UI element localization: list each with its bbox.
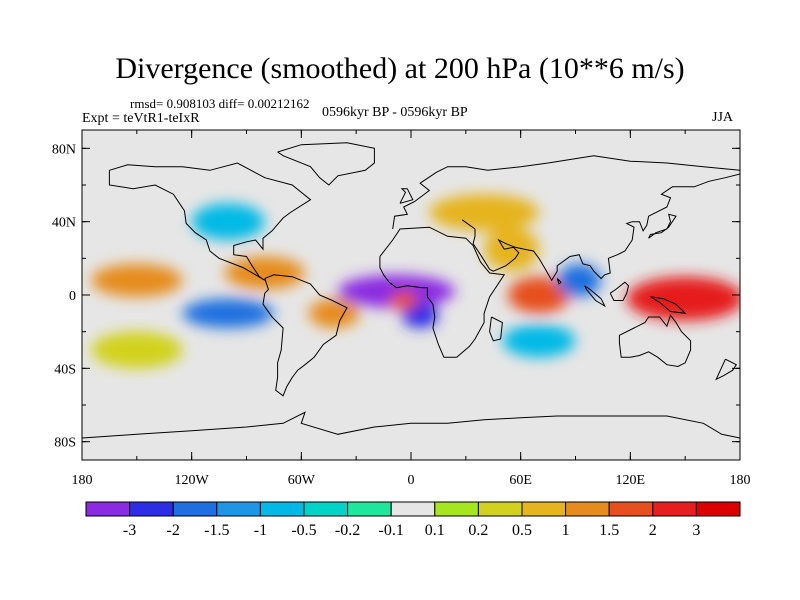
colorbar-swatch-11 — [565, 501, 610, 517]
colorbar-swatch-13 — [652, 501, 697, 517]
coastline-12 — [489, 316, 503, 342]
field-feature-10 — [182, 298, 274, 329]
colorbar-swatch-0 — [85, 501, 131, 517]
colorbar-swatch-12 — [608, 501, 654, 517]
divergence-field — [91, 194, 740, 369]
colorbar-label-12: 2 — [649, 522, 657, 539]
field-feature-13 — [429, 194, 539, 231]
colorbar-label-0: -3 — [123, 522, 136, 539]
field-feature-12 — [91, 331, 183, 369]
field-feature-7 — [224, 256, 305, 290]
colorbar-label-6: -0.1 — [379, 522, 404, 539]
field-feature-3 — [626, 276, 740, 321]
field-feature-5 — [484, 227, 539, 272]
coastline-5 — [618, 314, 692, 368]
x-tick-label-2: 60W — [288, 473, 316, 488]
colorbar-swatch-14 — [695, 501, 741, 517]
field-feature-0 — [337, 274, 455, 308]
y-tick-label-1: 40N — [52, 216, 76, 231]
colorbar-label-11: 1.5 — [599, 522, 619, 539]
field-feature-8 — [308, 298, 360, 329]
x-tick-label-0: 180 — [72, 473, 93, 488]
coastline-4 — [461, 173, 740, 282]
field-feature-11 — [502, 324, 576, 358]
coastline-15 — [556, 278, 562, 285]
x-tick-label-1: 120W — [175, 473, 210, 488]
colorbar-swatch-1 — [129, 501, 174, 517]
colorbar-label-7: 0.1 — [425, 522, 445, 539]
coastline-9 — [609, 281, 630, 301]
coastline-0 — [108, 162, 312, 281]
x-tick-label-3: 0 — [408, 473, 415, 488]
map-plot-area — [82, 130, 740, 460]
y-tick-label-3: 40S — [54, 362, 76, 377]
colorbar: -3 -2 -1.5 -1 -0.5 -0.2 -0.1 0.1 0.2 0.5 1 1.5 2 3 — [85, 501, 741, 539]
colorbar-label-13: 3 — [692, 522, 700, 539]
x-tick-label-6: 180 — [730, 473, 751, 488]
x-tick-label-5: 120E — [616, 473, 646, 488]
field-feature-14 — [191, 203, 265, 241]
colorbar-label-3: -1 — [254, 522, 267, 539]
colorbar-swatch-10 — [521, 501, 567, 517]
coastline-13 — [399, 188, 414, 204]
coastline-10 — [650, 296, 687, 314]
y-tick-label-0: 80N — [52, 142, 76, 157]
field-feature-2 — [389, 291, 419, 310]
field-feature-4 — [507, 276, 571, 314]
coastlines — [82, 142, 740, 439]
coastline-11 — [648, 213, 677, 239]
y-tick-label-2: 0 — [69, 289, 76, 304]
colorbar-label-10: 1 — [562, 522, 570, 539]
colorbar-swatch-8 — [434, 501, 479, 517]
chart-title: Divergence (smoothed) at 200 hPa (10**6 … — [115, 52, 685, 85]
coastline-8 — [584, 285, 606, 308]
experiment-label: Expt = teVtR1-teIxR — [82, 111, 200, 126]
y-tick-label-4: 80S — [54, 436, 76, 451]
colorbar-swatch-4 — [259, 501, 305, 517]
stats-text: rmsd= 0.908103 diff= 0.00212162 — [130, 96, 310, 111]
colorbar-swatch-3 — [216, 501, 261, 517]
field-feature-1 — [401, 302, 439, 328]
colorbar-swatch-9 — [477, 501, 523, 517]
coastline-1 — [262, 274, 348, 397]
season-label: JJA — [712, 110, 734, 125]
colorbar-swatch-7 — [390, 501, 436, 517]
coastline-6 — [82, 411, 740, 439]
colorbar-swatch-6 — [347, 501, 392, 517]
coastline-7 — [277, 142, 375, 186]
coastline-14 — [715, 358, 738, 381]
period-label: 0596kyr BP - 0596kyr BP — [322, 105, 468, 120]
map-axes: 180 120W 60W 0 60E 120E 180 80N 40N 0 40S 80S — [52, 129, 751, 488]
colorbar-label-8: 0.2 — [468, 522, 488, 539]
colorbar-label-4: -0.5 — [291, 522, 316, 539]
colorbar-swatch-2 — [172, 501, 218, 517]
colorbar-swatch-5 — [303, 501, 349, 517]
field-feature-9 — [91, 263, 183, 297]
coastline-3 — [392, 155, 740, 230]
coastline-2 — [379, 226, 506, 358]
colorbar-label-9: 0.5 — [512, 522, 532, 539]
colorbar-label-2: -1.5 — [204, 522, 229, 539]
colorbar-label-5: -0.2 — [335, 522, 360, 539]
colorbar-label-1: -2 — [167, 522, 180, 539]
x-tick-label-4: 60E — [509, 473, 532, 488]
field-feature-6 — [557, 263, 602, 297]
